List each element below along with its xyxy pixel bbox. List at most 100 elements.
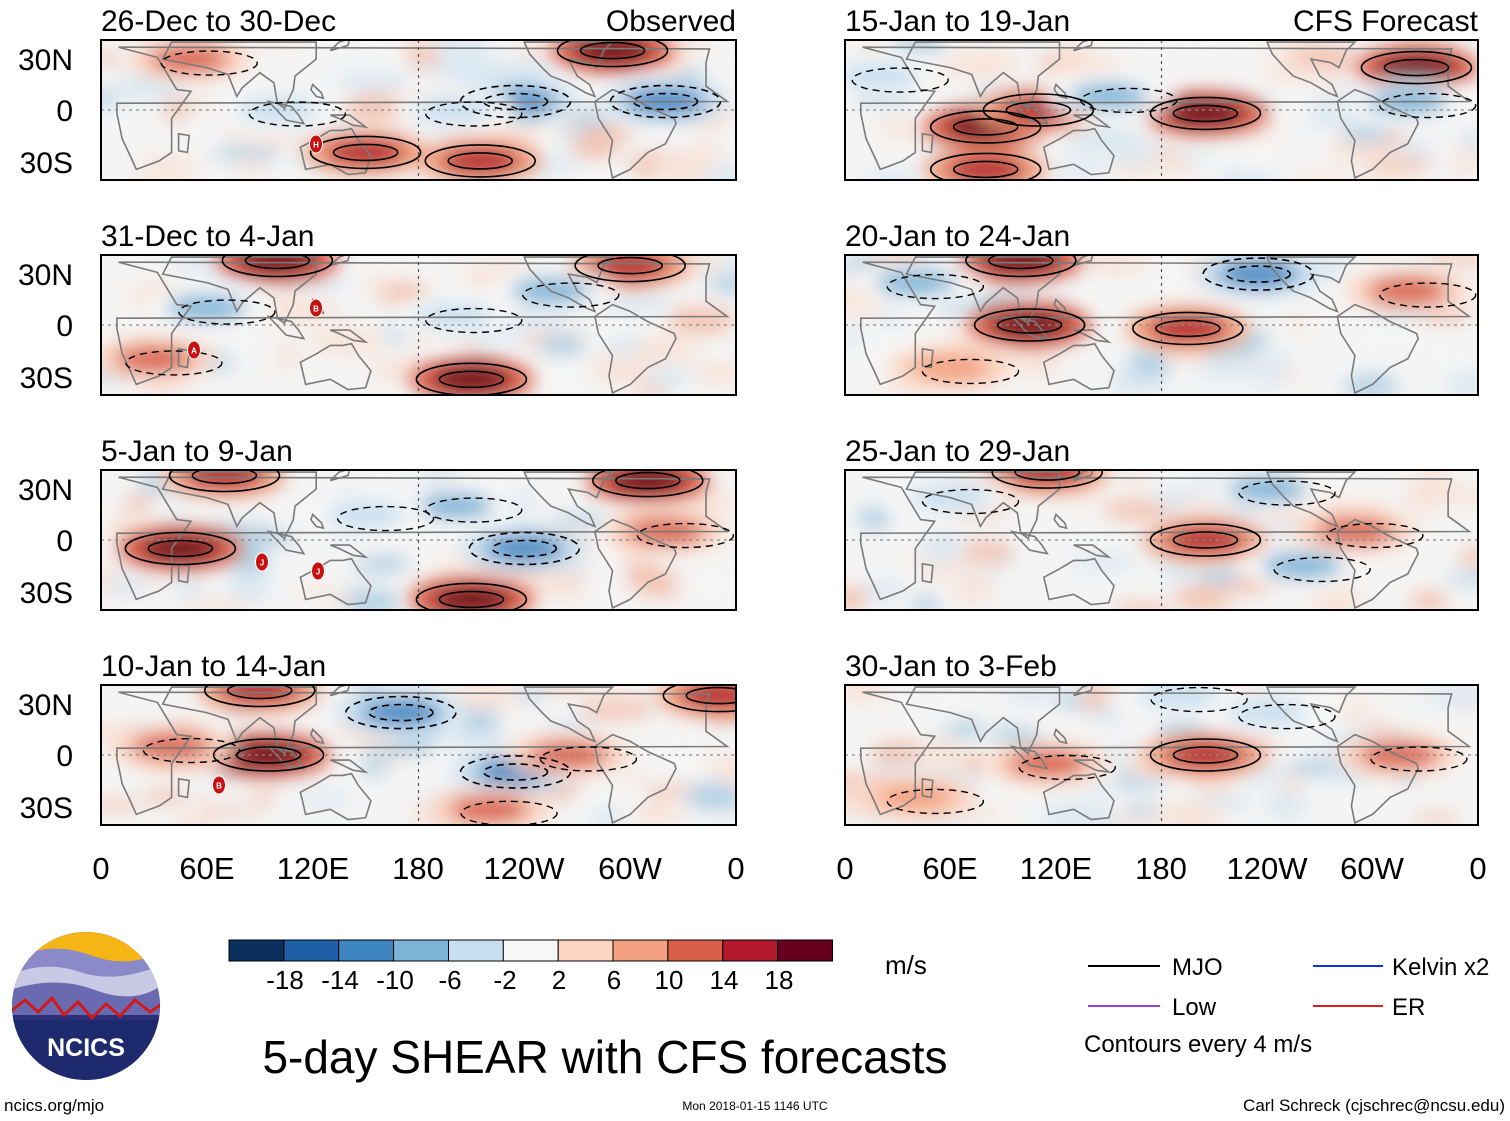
mjo-contour	[1378, 92, 1477, 119]
mjo-contour	[1080, 87, 1178, 114]
shear-field	[101, 685, 736, 825]
logo-text: NCICS	[47, 1034, 125, 1062]
mjo-contour	[468, 531, 581, 566]
panel-title: 26-Dec to 30-Dec	[101, 5, 336, 38]
mjo-contour	[142, 737, 241, 764]
colorbar-swatch	[557, 939, 614, 962]
anomaly-core	[1139, 685, 1220, 709]
panel-5: 20-Jan to 24-Jan	[844, 220, 1479, 396]
mjo-contour	[632, 92, 699, 111]
mjo-contour	[1150, 686, 1248, 713]
coastline	[329, 685, 351, 697]
figure-title: 5-day SHEAR with CFS forecasts	[262, 1031, 947, 1083]
anomaly-core	[149, 46, 230, 73]
anomaly-core	[1165, 742, 1246, 768]
storm-marker-label: J	[260, 559, 264, 568]
mjo-contour	[952, 160, 1019, 179]
colorbar-swatch	[722, 939, 779, 962]
storm-marker-label: H	[313, 141, 319, 150]
legend-note: Contours every 4 m/s	[1084, 1031, 1312, 1058]
mjo-contour	[332, 143, 399, 162]
lat-label: 30S	[20, 792, 73, 825]
anomaly-core	[1007, 750, 1088, 777]
mjo-contour	[609, 84, 722, 119]
coastline	[329, 255, 351, 267]
mjo-contour	[482, 92, 549, 111]
coastline	[1265, 41, 1357, 98]
shear-field	[101, 255, 736, 395]
mjo-contour	[982, 93, 1095, 127]
coastline	[1009, 315, 1049, 340]
lon-label: 180	[392, 851, 444, 886]
colorbar-swatch	[502, 939, 559, 962]
coastline	[1336, 518, 1420, 610]
colorbar-swatch	[667, 939, 724, 962]
coastline	[1073, 470, 1094, 482]
mjo-contour	[597, 256, 663, 275]
mjo-contour	[615, 471, 681, 490]
storm-marker: J	[255, 552, 269, 572]
coastline	[859, 691, 1472, 816]
panel-7: 30-Jan to 3-Feb	[844, 650, 1479, 826]
colorbar-swatch	[612, 939, 669, 962]
coastline	[299, 342, 372, 391]
mjo-contour	[574, 255, 686, 283]
storm-marker-shape	[309, 134, 323, 154]
mjo-contour	[556, 40, 669, 68]
coastline	[116, 261, 730, 386]
coastline	[309, 83, 325, 100]
anomaly-core	[431, 586, 512, 610]
mjo-contour	[522, 282, 620, 308]
anomaly-core	[1165, 527, 1246, 553]
storm-marker-label: J	[316, 568, 320, 577]
mjo-contour	[1383, 58, 1450, 77]
lon-label: 120E	[1020, 851, 1092, 886]
lat-label: 30N	[18, 259, 73, 292]
mjo-contour	[368, 703, 434, 722]
mjo-contour	[1225, 265, 1292, 283]
map-frame	[844, 684, 1479, 826]
lon-label: 0	[836, 851, 853, 886]
lat-labels-row-2: 30N 0 30S	[18, 474, 73, 610]
anomaly-core	[590, 255, 671, 279]
mjo-contour	[685, 686, 736, 705]
mjo-contour	[973, 308, 1086, 342]
coastline	[266, 100, 306, 125]
mjo-contour	[160, 50, 258, 76]
mjo-contour	[203, 685, 316, 708]
mjo-contour	[929, 110, 1042, 144]
coastline	[1042, 127, 1115, 176]
anomaly-core	[528, 742, 609, 768]
coastline	[1053, 83, 1068, 100]
mjo-contour	[592, 470, 704, 498]
coastline	[1336, 88, 1420, 180]
lat-label: 0	[56, 95, 73, 128]
map-frame	[844, 254, 1479, 396]
mjo-contour	[482, 763, 549, 781]
mjo-contour	[125, 350, 223, 376]
shear-field	[845, 40, 1478, 180]
mjo-contour	[447, 152, 514, 170]
mjo-contour	[539, 746, 638, 772]
mjo-contour	[988, 255, 1054, 270]
lat-label: 30N	[18, 689, 73, 722]
coastline	[921, 777, 934, 799]
mjo-contour	[921, 488, 1020, 515]
anomaly-core	[945, 156, 1026, 180]
mjo-contour	[1172, 104, 1239, 123]
coastline	[329, 470, 351, 482]
mjo-contour	[1238, 703, 1336, 730]
lat-label: 30S	[20, 147, 73, 180]
panel-6: 25-Jan to 29-Jan	[844, 435, 1479, 611]
mjo-contour	[662, 685, 736, 713]
mjo-contour	[147, 539, 214, 558]
storm-marker: B	[212, 775, 226, 795]
colorbar-swatch	[393, 939, 450, 962]
mjo-contour	[1005, 101, 1072, 119]
mjo-contour	[226, 685, 293, 700]
mjo-contour	[1202, 257, 1315, 291]
mjo-contour	[851, 67, 949, 93]
anomaly-core	[325, 139, 406, 166]
colorbar-tick: -10	[376, 965, 414, 995]
